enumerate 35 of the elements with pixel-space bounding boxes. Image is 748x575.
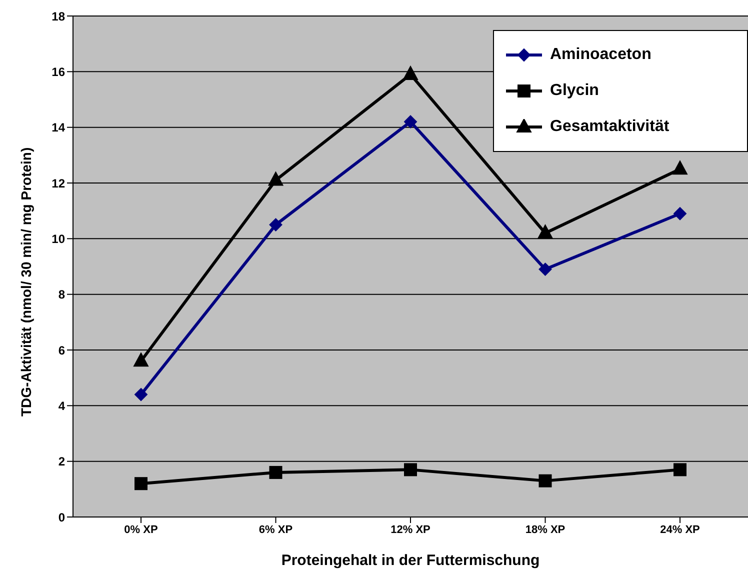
y-tick-label: 12 <box>52 176 66 190</box>
point <box>403 66 418 80</box>
point <box>404 115 417 128</box>
y-tick-label: 18 <box>52 9 66 24</box>
y-axis-title: TDG-Aktivität (nmol/ 30 min/ mg Protein) <box>18 147 34 416</box>
x-tick-label: 24% XP <box>660 524 700 536</box>
y-tick-label: 6 <box>58 343 66 358</box>
y-tick-label: 14 <box>52 120 66 135</box>
point <box>674 463 686 476</box>
y-tick-label: 16 <box>52 64 66 79</box>
y-tick-label: 2 <box>58 454 66 469</box>
legend-label: Gesamtaktivität <box>550 118 670 136</box>
x-axis-title: Proteingehalt in der Futtermischung <box>281 552 540 569</box>
x-tick-label: 12% XP <box>390 524 430 536</box>
point <box>268 172 284 186</box>
x-tick-label: 18% XP <box>525 524 566 536</box>
point <box>134 388 148 402</box>
point <box>674 207 686 220</box>
x-tick-label: 6% XP <box>258 524 293 536</box>
point <box>134 477 148 490</box>
point <box>134 352 148 367</box>
point <box>404 463 417 476</box>
x-tick-label: 0% XP <box>124 524 158 536</box>
legend-label: Aminoaceton <box>550 46 652 64</box>
point <box>538 224 553 239</box>
y-tick-label: 8 <box>58 288 66 302</box>
y-tick-label: 10 <box>52 232 66 246</box>
y-tick-label: 0 <box>58 510 66 524</box>
y-tick-label: 4 <box>58 398 66 413</box>
point <box>672 160 688 175</box>
point <box>538 474 552 488</box>
point <box>269 218 282 232</box>
point <box>538 262 552 276</box>
legend-label: Glycin <box>550 82 599 100</box>
point <box>269 466 282 479</box>
